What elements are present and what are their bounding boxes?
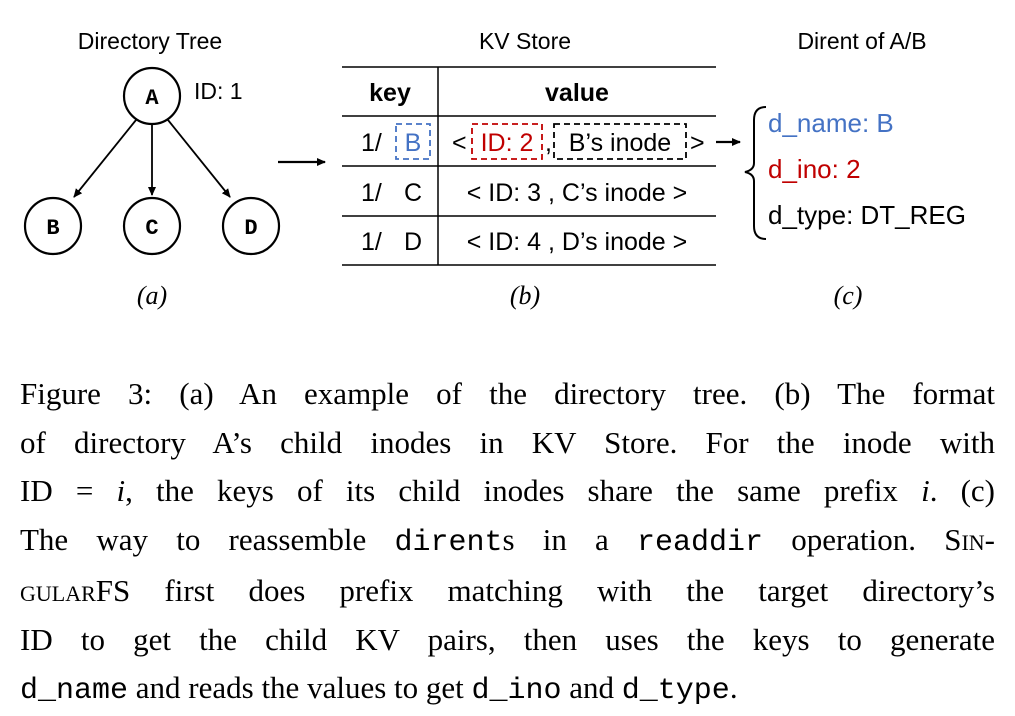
kv-row2-key-name: C (404, 179, 422, 207)
caption-math-i: i (116, 473, 126, 508)
caption-line-5: gularFS first does prefix matching with … (20, 567, 995, 616)
tree-node-c (122, 196, 182, 256)
kv-row3-key-name: D (404, 228, 422, 256)
caption-text: and (561, 670, 622, 705)
kv-row2-key-prefix: 1/ (361, 179, 382, 207)
tree-title: Directory Tree (78, 28, 222, 54)
dirent-title: Dirent of A/B (797, 28, 926, 54)
caption-line-4: The way to reassemble dirents in a readd… (20, 516, 995, 568)
dirent-field-name: d_name: B (768, 108, 894, 138)
caption-text: and reads the values to get (128, 670, 472, 705)
caption-text: . (729, 670, 738, 705)
tree-node-b-label: B (46, 216, 59, 241)
caption-code-d-type: d_type (621, 674, 730, 708)
kv-row1-key-name: B (405, 129, 422, 157)
kv-header-value: value (545, 79, 609, 107)
dirent-brace (744, 106, 767, 240)
kv-row1-key-highlight (395, 123, 431, 160)
panel-c-sublabel: (c) (834, 281, 863, 310)
tree-node-b (23, 196, 83, 256)
tree-node-d (221, 196, 281, 256)
caption-text: FS first does prefix matching with the t… (95, 573, 995, 608)
tree-edge-a-d (167, 119, 231, 198)
caption-text: . (c) (929, 473, 995, 508)
caption-line-2: of directory A’s child inodes in KV Stor… (20, 424, 995, 460)
caption-smallcaps: gular (20, 573, 96, 608)
caption-text: , the keys of its child inodes share the… (125, 473, 922, 508)
caption-code-d-ino: d_ino (471, 674, 562, 708)
kv-row1-id-highlight (471, 123, 543, 160)
kv-row3-value: < ID: 4 , D’s inode > (467, 228, 688, 256)
dirent-field-type: d_type: DT_REG (768, 200, 966, 230)
tree-node-root-label: A (145, 86, 159, 111)
kv-row1-value-inode: B’s inode (569, 129, 671, 157)
caption-line-6: ID to get the child KV pairs, then uses … (20, 621, 995, 657)
dirent-field-ino: d_ino: 2 (768, 154, 861, 184)
kv-row3-key-prefix: 1/ (361, 228, 382, 256)
kv-row1-value-sep: , (545, 129, 552, 157)
panel-b-sublabel: (b) (510, 281, 540, 310)
kv-row1-value-open: < (452, 129, 467, 157)
caption-text: operation. S (763, 521, 962, 557)
caption-text: The way to reassemble (20, 521, 395, 557)
caption-math-i: i (921, 473, 930, 508)
caption-code-readdir: readdir (636, 525, 764, 560)
tree-edge-a-b (73, 119, 137, 198)
caption-line-7: d_name and reads the values to get d_ino… (20, 664, 995, 716)
caption-text: ID = (20, 473, 117, 508)
caption-text: s in a (502, 521, 637, 557)
panel-a-sublabel: (a) (137, 281, 167, 310)
root-id-label: ID: 1 (194, 78, 243, 104)
figure-caption: Figure 3: (a) An example of the director… (20, 370, 995, 716)
kv-row1-inode-highlight (553, 123, 687, 160)
panel-a-directory-tree: Directory Tree A ID: 1 B C D (a) (23, 28, 281, 310)
panel-c-dirent: Dirent of A/B d_name: B d_ino: 2 d_type:… (744, 28, 966, 310)
kv-title: KV Store (479, 28, 571, 54)
kv-row2-value: < ID: 3 , C’s inode > (467, 179, 688, 207)
caption-code-d-name: d_name (20, 674, 129, 708)
panel-b-kv-store: KV Store key value 1/ B < ID: 2 , B’s in… (342, 28, 716, 310)
tree-node-d-label: D (244, 216, 257, 241)
caption-smallcaps: in- (961, 521, 996, 557)
caption-code-dirent: dirent (394, 525, 503, 560)
caption-line-1: Figure 3: (a) An example of the director… (20, 376, 995, 411)
kv-row1-value-close: > (690, 129, 705, 157)
kv-row1-key-prefix: 1/ (361, 129, 382, 157)
caption-line-3: ID = i, the keys of its child inodes sha… (20, 467, 995, 516)
kv-header-key: key (369, 79, 411, 107)
kv-row1-value-id: ID: 2 (481, 129, 534, 157)
tree-node-c-label: C (145, 216, 158, 241)
